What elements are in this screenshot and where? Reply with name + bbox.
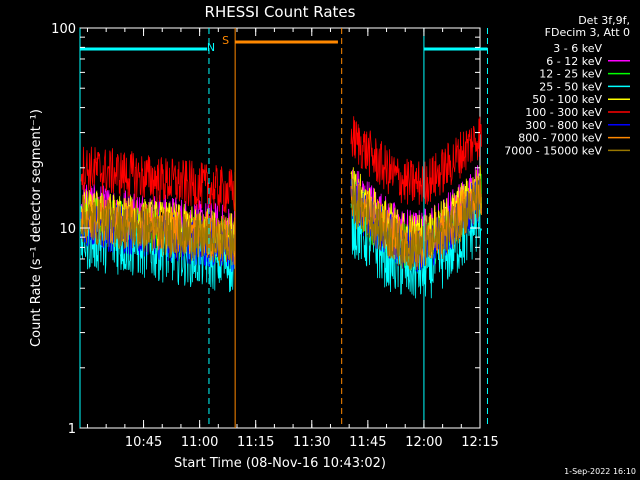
y-tick-label: 1 <box>68 422 76 437</box>
time-bar-label: S <box>222 34 229 47</box>
x-tick-label: 11:45 <box>349 435 386 450</box>
legend-label: 25 - 50 keV <box>539 80 602 93</box>
y-axis-label: Count Rate (s⁻¹ detector segment⁻¹) <box>29 109 44 347</box>
legend-label: 3 - 6 keV <box>553 42 602 55</box>
legend-label: 7000 - 15000 keV <box>504 144 602 157</box>
x-tick-label: 11:00 <box>181 435 218 450</box>
chart-title: RHESSI Count Rates <box>205 3 356 21</box>
series-line <box>350 116 482 205</box>
legend-header: FDecim 3, Att 0 <box>545 26 630 39</box>
time-markers: NS <box>79 28 488 428</box>
time-bar-label: N <box>207 41 215 54</box>
series-layer <box>80 116 482 318</box>
x-tick-label: 11:30 <box>293 435 330 450</box>
series-line <box>350 176 482 271</box>
x-tick-label: 12:00 <box>405 435 442 450</box>
x-tick-label: 12:15 <box>461 435 498 450</box>
axes: 10:45 11:00 11:15 11:30 11:45 12:00 12:15 1 10 10… <box>51 22 499 450</box>
legend-label: 800 - 7000 keV <box>518 132 602 145</box>
legend-label: 50 - 100 keV <box>532 93 602 106</box>
footer-date: 1-Sep-2022 16:10 <box>564 467 636 476</box>
legend-header: Det 3f,9f, <box>578 14 630 27</box>
legend-label: 300 - 800 keV <box>525 119 602 132</box>
x-axis-label: Start Time (08-Nov-16 10:43:02) <box>174 456 386 471</box>
x-tick-label: 10:45 <box>125 435 162 450</box>
legend-label: 6 - 12 keV <box>546 55 602 68</box>
y-tick-label: 100 <box>51 22 76 37</box>
x-tick-label: 11:15 <box>237 435 274 450</box>
series-line <box>80 146 236 213</box>
y-tick-label: 10 <box>59 222 76 237</box>
legend-label: 12 - 25 keV <box>539 68 602 81</box>
legend-label: 100 - 300 keV <box>525 106 602 119</box>
